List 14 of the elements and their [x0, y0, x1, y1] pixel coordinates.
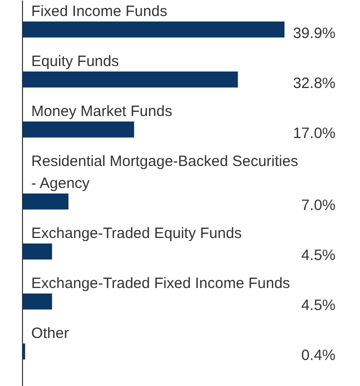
y-tick-label: Equity Funds — [31, 53, 119, 70]
y-tick-label: Fixed Income Funds — [31, 3, 168, 20]
y-tick-label: Exchange-Traded Fixed Income Funds — [31, 275, 290, 292]
data-label: 4.5% — [301, 247, 336, 264]
data-label: 0.4% — [301, 347, 336, 364]
data-label: 17.0% — [292, 125, 336, 142]
y-tick-label: Exchange-Traded Equity Funds — [31, 225, 242, 242]
data-label: 39.9% — [292, 25, 336, 42]
y-tick-label: Other — [31, 325, 69, 342]
data-label: 32.8% — [292, 75, 336, 92]
data-label: 4.5% — [301, 297, 336, 314]
data-label: 7.0% — [301, 197, 336, 214]
y-tick-label: Residential Mortgage-Backed Securities - Agency — [31, 153, 298, 192]
y-tick-label: Money Market Funds — [31, 103, 172, 120]
